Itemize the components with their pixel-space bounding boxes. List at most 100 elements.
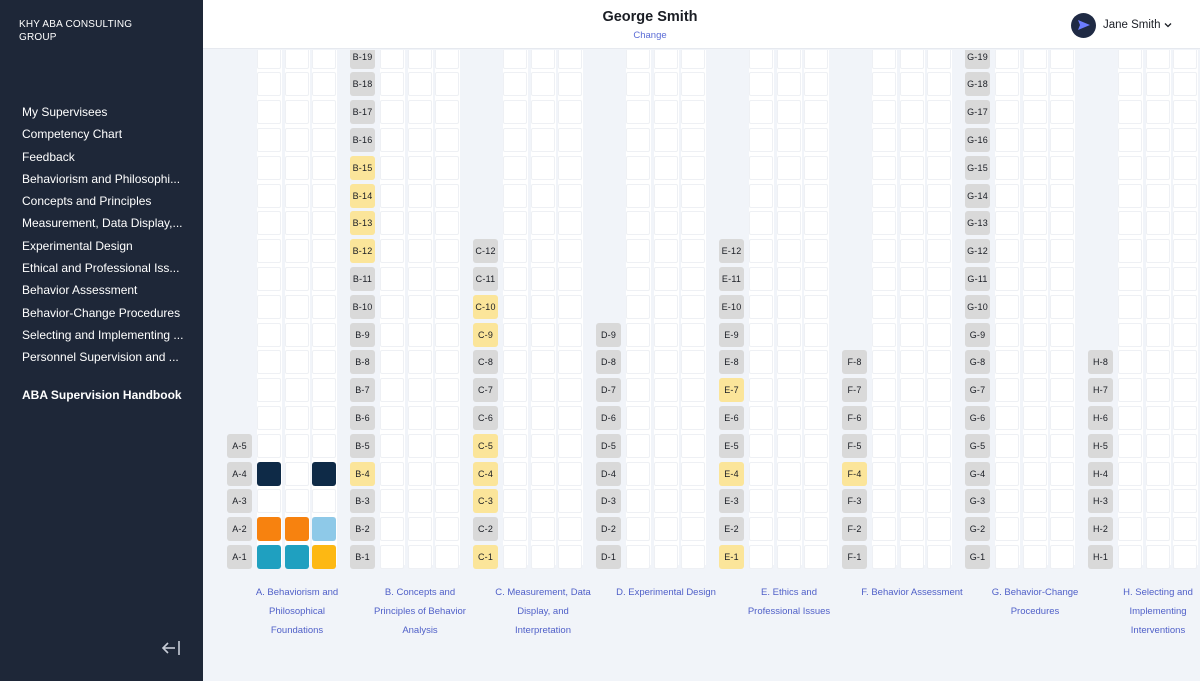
competency-cell[interactable]	[899, 433, 924, 458]
item-label-e-3[interactable]: E-3	[719, 489, 744, 514]
competency-cell[interactable]	[1022, 433, 1047, 458]
competency-cell[interactable]	[1050, 433, 1074, 458]
competency-cell[interactable]	[1118, 155, 1142, 180]
competency-cell[interactable]	[312, 322, 336, 347]
competency-cell[interactable]	[1118, 183, 1142, 208]
competency-cell[interactable]	[503, 50, 527, 69]
filled-cell-a-2-orange[interactable]	[257, 517, 281, 542]
competency-cell[interactable]	[927, 211, 951, 236]
item-label-e-12[interactable]: E-12	[719, 239, 744, 264]
item-label-g-7[interactable]: G-7	[965, 378, 990, 403]
competency-cell[interactable]	[257, 50, 281, 69]
competency-cell[interactable]	[312, 100, 336, 125]
competency-cell[interactable]	[284, 50, 309, 69]
item-label-g-2[interactable]: G-2	[965, 517, 990, 542]
competency-cell[interactable]	[653, 211, 678, 236]
competency-cell[interactable]	[503, 489, 527, 514]
competency-cell[interactable]	[927, 545, 951, 569]
competency-cell[interactable]	[284, 155, 309, 180]
competency-cell[interactable]	[804, 239, 828, 264]
competency-cell[interactable]	[776, 267, 801, 291]
sidebar-item-behavior-change[interactable]: Behavior-Change Procedures	[22, 305, 181, 320]
item-label-b-18[interactable]: B-18	[350, 72, 375, 97]
competency-cell[interactable]	[380, 461, 404, 486]
competency-cell[interactable]	[503, 517, 527, 542]
item-label-c-6[interactable]: C-6	[473, 406, 498, 430]
competency-cell[interactable]	[284, 461, 309, 486]
competency-cell[interactable]	[927, 294, 951, 319]
competency-cell[interactable]	[435, 461, 459, 486]
competency-cell[interactable]	[899, 267, 924, 291]
item-label-d-1[interactable]: D-1	[596, 545, 621, 569]
item-label-b-2[interactable]: B-2	[350, 517, 375, 542]
competency-cell[interactable]	[804, 294, 828, 319]
competency-cell[interactable]	[530, 489, 555, 514]
competency-cell[interactable]	[749, 155, 773, 180]
item-label-e-10[interactable]: E-10	[719, 294, 744, 319]
domain-title-f[interactable]: F. Behavior Assessment	[861, 587, 963, 598]
competency-cell[interactable]	[776, 406, 801, 430]
competency-cell[interactable]	[257, 294, 281, 319]
item-label-h-3[interactable]: H-3	[1088, 489, 1113, 514]
sidebar-item-ethical[interactable]: Ethical and Professional Iss...	[22, 261, 180, 276]
competency-cell[interactable]	[558, 322, 582, 347]
competency-cell[interactable]	[804, 378, 828, 403]
competency-cell[interactable]	[1145, 433, 1170, 458]
competency-cell[interactable]	[435, 433, 459, 458]
competency-cell[interactable]	[681, 239, 705, 264]
competency-cell[interactable]	[995, 461, 1019, 486]
competency-cell[interactable]	[776, 239, 801, 264]
competency-cell[interactable]	[1050, 183, 1074, 208]
competency-cell[interactable]	[995, 211, 1019, 236]
competency-cell[interactable]	[899, 183, 924, 208]
competency-cell[interactable]	[435, 267, 459, 291]
sidebar-item-behaviorism[interactable]: Behaviorism and Philosophi...	[22, 171, 181, 186]
competency-cell[interactable]	[1022, 239, 1047, 264]
competency-cell[interactable]	[899, 461, 924, 486]
competency-cell[interactable]	[435, 517, 459, 542]
domain-title-c[interactable]: C. Measurement, Data Display, and Interp…	[495, 587, 591, 636]
competency-cell[interactable]	[380, 322, 404, 347]
item-label-c-4[interactable]: C-4	[473, 461, 498, 486]
competency-cell[interactable]	[407, 100, 432, 125]
competency-cell[interactable]	[995, 406, 1019, 430]
competency-cell[interactable]	[749, 50, 773, 69]
competency-cell[interactable]	[530, 517, 555, 542]
competency-cell[interactable]	[407, 517, 432, 542]
sidebar-item-behavior-assessment[interactable]: Behavior Assessment	[22, 283, 138, 298]
item-label-c-5[interactable]: C-5	[473, 433, 498, 458]
competency-cell[interactable]	[1118, 128, 1142, 152]
competency-cell[interactable]	[435, 155, 459, 180]
competency-cell[interactable]	[749, 322, 773, 347]
competency-cell[interactable]	[1050, 406, 1074, 430]
competency-cell[interactable]	[653, 350, 678, 375]
competency-cell[interactable]	[681, 294, 705, 319]
competency-cell[interactable]	[257, 350, 281, 375]
competency-cell[interactable]	[626, 406, 650, 430]
item-label-h-8[interactable]: H-8	[1088, 350, 1113, 375]
item-label-b-9[interactable]: B-9	[350, 322, 375, 347]
competency-cell[interactable]	[653, 239, 678, 264]
competency-cell[interactable]	[1022, 155, 1047, 180]
competency-cell[interactable]	[1173, 72, 1197, 97]
item-label-g-18[interactable]: G-18	[965, 72, 990, 97]
competency-cell[interactable]	[749, 433, 773, 458]
competency-cell[interactable]	[681, 211, 705, 236]
competency-cell[interactable]	[435, 183, 459, 208]
item-label-b-16[interactable]: B-16	[350, 128, 375, 152]
filled-cell-a-2-light_blue[interactable]	[312, 517, 336, 542]
competency-cell[interactable]	[749, 461, 773, 486]
competency-cell[interactable]	[749, 183, 773, 208]
item-label-c-12[interactable]: C-12	[473, 239, 498, 264]
competency-cell[interactable]	[257, 433, 281, 458]
competency-cell[interactable]	[1145, 211, 1170, 236]
competency-cell[interactable]	[776, 350, 801, 375]
competency-cell[interactable]	[380, 378, 404, 403]
item-label-b-15[interactable]: B-15	[350, 155, 375, 180]
competency-cell[interactable]	[1050, 128, 1074, 152]
competency-cell[interactable]	[681, 378, 705, 403]
competency-cell[interactable]	[1173, 183, 1197, 208]
competency-cell[interactable]	[312, 72, 336, 97]
item-label-f-3[interactable]: F-3	[842, 489, 867, 514]
competency-cell[interactable]	[407, 72, 432, 97]
